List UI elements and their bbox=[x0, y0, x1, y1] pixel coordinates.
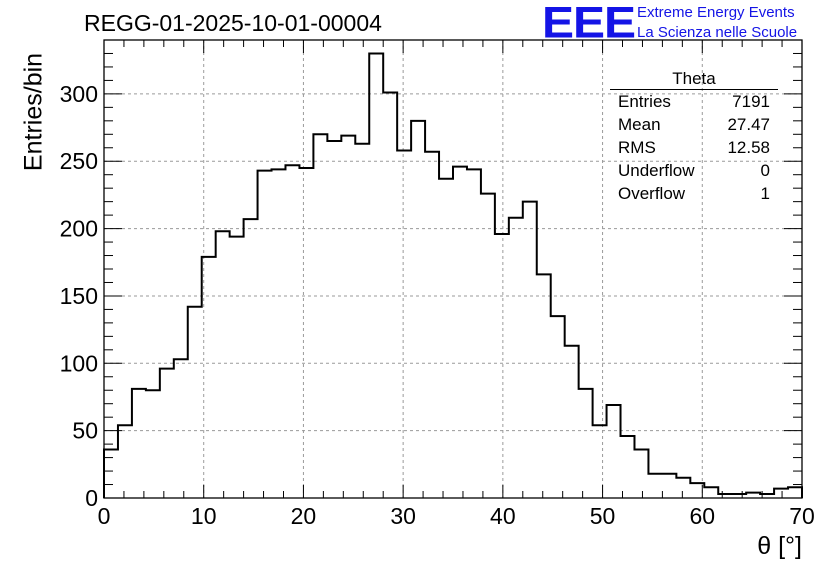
histogram-bin bbox=[313, 134, 327, 498]
histogram-bin bbox=[369, 53, 383, 498]
logo-line-2: La Scienza nelle Scuole bbox=[637, 24, 798, 41]
histogram-bin bbox=[453, 167, 467, 498]
histogram-bin bbox=[509, 218, 523, 498]
histogram-bin bbox=[439, 179, 453, 498]
histogram-bin bbox=[634, 450, 648, 498]
x-tick-label: 40 bbox=[490, 503, 516, 529]
histogram-bin bbox=[607, 405, 621, 498]
y-tick-label: 50 bbox=[72, 418, 98, 444]
stats-row-mean: Mean 27.47 bbox=[610, 113, 778, 136]
y-tick-label: 200 bbox=[60, 216, 98, 242]
y-tick-label: 150 bbox=[60, 283, 98, 309]
y-tick-label: 0 bbox=[85, 485, 98, 511]
x-tick-label: 10 bbox=[191, 503, 217, 529]
histogram-bin bbox=[537, 274, 551, 498]
histogram-bin bbox=[258, 171, 272, 498]
stats-value: 12.58 bbox=[727, 138, 770, 157]
x-tick-label: 60 bbox=[689, 503, 715, 529]
histogram-bin bbox=[551, 316, 565, 498]
stats-row-overflow: Overflow 1 bbox=[610, 182, 778, 205]
histogram-bin bbox=[662, 474, 676, 498]
stats-value: 27.47 bbox=[727, 115, 770, 134]
y-axis-label: Entries/bin bbox=[19, 52, 48, 172]
histogram-bin bbox=[383, 93, 397, 498]
histogram-bin bbox=[174, 359, 188, 498]
histogram-bin bbox=[565, 346, 579, 498]
histogram-bin bbox=[272, 169, 286, 498]
histogram-bin bbox=[621, 436, 635, 498]
chart-title: REGG-01-2025-10-01-00004 bbox=[84, 10, 382, 36]
histogram-bin bbox=[118, 425, 132, 498]
histogram-bin bbox=[202, 257, 216, 498]
histogram-bin bbox=[704, 487, 718, 498]
histogram-bin bbox=[593, 425, 607, 498]
histogram-bin bbox=[579, 389, 593, 498]
eee-logo: EEE bbox=[542, 0, 636, 48]
histogram-bin bbox=[788, 487, 802, 498]
histogram-bin bbox=[216, 231, 230, 498]
histogram-bin bbox=[188, 307, 202, 498]
histogram-bin bbox=[285, 165, 299, 498]
histogram-bin bbox=[467, 169, 481, 498]
histogram-bin bbox=[299, 168, 313, 498]
histogram-bin bbox=[132, 389, 146, 498]
stats-label: RMS bbox=[618, 138, 656, 157]
x-axis-label: θ [°] bbox=[757, 532, 802, 560]
histogram-bin bbox=[341, 136, 355, 498]
stats-label: Entries bbox=[618, 92, 671, 111]
histogram-bin bbox=[160, 369, 174, 498]
stats-value: 7191 bbox=[732, 92, 770, 111]
y-tick-label: 100 bbox=[60, 350, 98, 376]
histogram-bin bbox=[481, 194, 495, 498]
histogram-bin bbox=[523, 202, 537, 498]
histogram-bin bbox=[425, 152, 439, 498]
histogram-bin bbox=[746, 493, 760, 498]
x-tick-label: 20 bbox=[291, 503, 317, 529]
histogram-bin bbox=[327, 141, 341, 498]
y-tick-label: 300 bbox=[60, 81, 98, 107]
stats-value: 1 bbox=[760, 184, 770, 203]
histogram-bin bbox=[104, 450, 118, 498]
stats-row-rms: RMS 12.58 bbox=[610, 136, 778, 159]
histogram-bin bbox=[676, 478, 690, 498]
histogram-bin bbox=[648, 474, 662, 498]
stats-row-entries: Entries 7191 bbox=[610, 90, 778, 113]
stats-value: 0 bbox=[760, 161, 770, 180]
histogram-bin bbox=[411, 121, 425, 498]
x-tick-label: 30 bbox=[390, 503, 416, 529]
histogram-bin bbox=[230, 237, 244, 498]
histogram-bin bbox=[244, 219, 258, 498]
stats-label: Mean bbox=[618, 115, 661, 134]
histogram-bin bbox=[146, 390, 160, 498]
x-tick-label: 0 bbox=[98, 503, 111, 529]
histogram-bin bbox=[495, 234, 509, 498]
stats-label: Overflow bbox=[618, 184, 686, 203]
histogram-bin bbox=[774, 489, 788, 498]
histogram-bin bbox=[397, 150, 411, 498]
x-tick-label: 50 bbox=[590, 503, 616, 529]
stats-title: Theta bbox=[610, 68, 778, 90]
x-tick-label: 70 bbox=[789, 503, 815, 529]
logo-line-1: Extreme Energy Events bbox=[637, 4, 795, 21]
stats-box: Theta Entries 7191 Mean 27.47 RMS 12.58 … bbox=[610, 68, 778, 205]
stats-label: Underflow bbox=[618, 161, 695, 180]
stats-row-underflow: Underflow 0 bbox=[610, 159, 778, 182]
histogram-bin bbox=[355, 144, 369, 498]
y-tick-label: 250 bbox=[60, 148, 98, 174]
histogram-outline bbox=[103, 52, 803, 498]
